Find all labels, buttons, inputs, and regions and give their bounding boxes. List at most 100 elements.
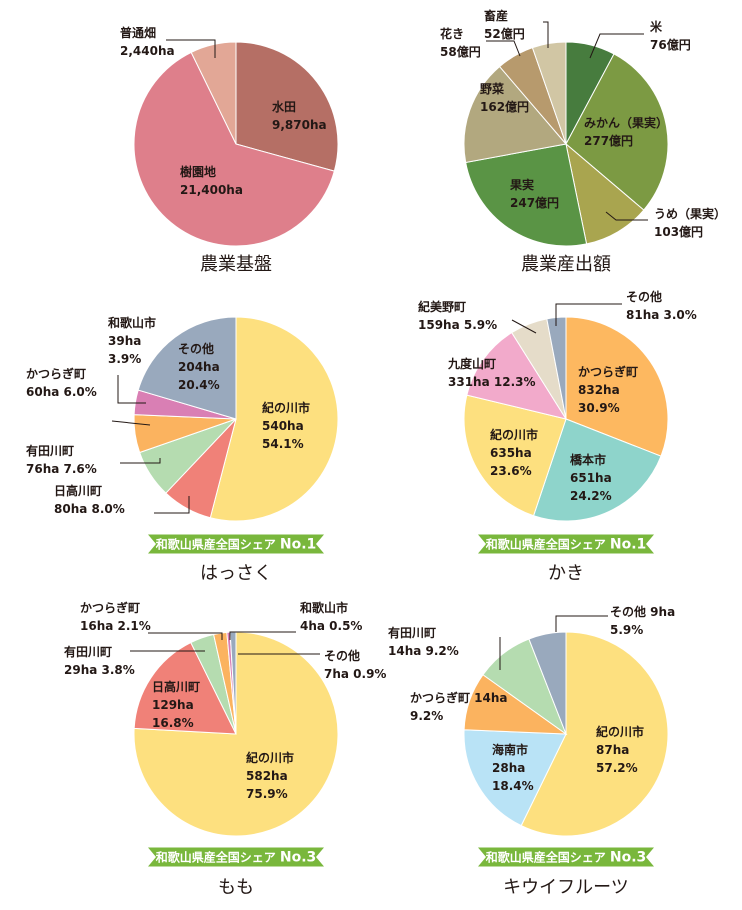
slice-label-line: 16ha 2.1% <box>80 619 151 633</box>
slice-label: 和歌山市 4ha 0.5% <box>299 600 362 633</box>
slice-label: その他 7ha 0.9% <box>324 648 386 681</box>
slice-label-line: 16.8% <box>152 716 194 730</box>
slice-label-line: 九度山町 <box>447 356 496 371</box>
slice-label-line: 52億円 <box>484 26 525 41</box>
slice-label-line: 103億円 <box>654 224 703 239</box>
pie-slice <box>235 41 339 172</box>
share-badge <box>148 534 324 554</box>
leader-line <box>589 33 644 59</box>
slice-label-line: うめ（果実） <box>654 206 726 221</box>
pie-chart-5: 紀の川市 582ha 75.9% 日高川町 129ha 16.8% 有田川町 29ha 3.8… <box>64 600 386 898</box>
pie-slice <box>209 316 339 522</box>
slice-label: 日高川町 80ha 8.0% <box>54 483 125 516</box>
slice-label: 紀の川市 635ha 23.6% <box>490 427 538 478</box>
slice-label: 水田 9,870ha <box>272 99 327 132</box>
share-badge-text: 和歌山県産全国シェア No.1 <box>485 537 647 553</box>
slice-label-line: 18.4% <box>492 779 534 793</box>
share-badge-rank: No.1 <box>610 537 646 553</box>
share-badge-rank: No.1 <box>280 537 316 553</box>
slice-label: 紀美野町 159ha 5.9% <box>418 299 497 332</box>
slice-label-line: 野菜 <box>480 81 504 96</box>
slice-label-line: 57.2% <box>596 761 638 775</box>
slice-label: 九度山町 331ha 12.3% <box>447 356 536 389</box>
slice-label-line: 花き <box>440 26 464 41</box>
leader-line <box>229 631 296 640</box>
slice-label-line: 60ha 6.0% <box>26 385 97 399</box>
slice-label: かつらぎ町 60ha 6.0% <box>26 366 97 399</box>
slice-label-line: 75.9% <box>246 787 288 801</box>
slice-label-line: かつらぎ町 <box>80 600 140 615</box>
share-badge-rank: No.3 <box>610 850 646 866</box>
slice-label-line: 247億円 <box>510 195 559 210</box>
slice-label-line: その他 <box>324 648 360 663</box>
slice-label-line: 米 <box>650 19 663 34</box>
slice-label-line: 日高川町 <box>152 679 200 694</box>
slice-label: 畜産 52億円 <box>484 8 525 41</box>
pie-slice <box>532 418 662 522</box>
slice-label: 樹園地 21,400ha <box>180 164 243 197</box>
slice-label-line: 橋本市 <box>570 452 606 467</box>
pie-slice <box>531 41 567 145</box>
slice-label-line: 162億円 <box>480 99 529 114</box>
slice-label-line: 紀の川市 <box>262 400 310 415</box>
slice-label: うめ（果実） 103億円 <box>654 206 726 239</box>
slice-label-line: 海南市 <box>492 742 528 757</box>
slice-label-line: 紀の川市 <box>246 750 294 765</box>
pie-chart-1: 水田 9,870ha 樹園地 21,400ha 普通畑 2,440ha 農業基盤 <box>120 25 339 275</box>
slice-label-line: 20.4% <box>178 378 220 392</box>
pie-slice <box>565 53 669 211</box>
slice-label-line: 23.6% <box>490 464 532 478</box>
slice-label-line: 5.9% <box>610 623 643 637</box>
slice-label: その他 81ha 3.0% <box>626 289 697 322</box>
slice-label-line: 9,870ha <box>272 118 327 132</box>
slice-label-line: 159ha 5.9% <box>418 318 497 332</box>
leader-line <box>543 21 549 48</box>
slice-label: 橋本市 651ha 24.2% <box>570 452 612 503</box>
pie-slice <box>465 143 588 247</box>
leader-line <box>148 632 223 640</box>
leader-line <box>166 39 216 58</box>
leader-line <box>117 375 146 404</box>
slice-label-line: みかん（果実） <box>584 115 668 130</box>
pie-slice <box>565 316 669 457</box>
slice-label-line: 果実 <box>509 177 534 192</box>
pie-slice <box>466 331 568 420</box>
slice-label-line: 和歌山市 <box>107 315 156 330</box>
slice-label-line: かつらぎ町 <box>26 366 86 381</box>
leader-line <box>154 496 190 514</box>
slice-label: みかん（果実） 277億円 <box>584 115 668 148</box>
slice-label-line: かつらぎ町 14ha <box>410 690 508 705</box>
slice-label-line: その他 <box>178 341 214 356</box>
slice-label-line: 3.9% <box>108 352 141 366</box>
slice-label-line: 54.1% <box>262 437 304 451</box>
leader-line <box>486 40 521 57</box>
chart-title: 農業産出額 <box>521 254 611 275</box>
pie-slice <box>133 51 335 247</box>
share-badge <box>478 534 654 554</box>
leader-line <box>605 211 648 221</box>
pie-slice <box>463 729 567 827</box>
slice-label-line: 紀美野町 <box>418 299 466 314</box>
slice-label-line: 28ha <box>492 761 525 775</box>
share-badge-prefix: 和歌山県産全国シェア <box>155 850 280 865</box>
share-badge-prefix: 和歌山県産全国シェア <box>485 850 610 865</box>
slice-label: 日高川町 129ha 16.8% <box>152 679 200 730</box>
slice-label-line: 129ha <box>152 698 194 712</box>
slice-label-line: 76億円 <box>650 37 691 52</box>
slice-label: 紀の川市 87ha 57.2% <box>596 724 644 775</box>
slice-label: 紀の川市 540ha 54.1% <box>262 400 310 451</box>
slice-label-line: 635ha <box>490 446 532 460</box>
leader-line <box>511 319 537 334</box>
leader-line <box>111 420 151 426</box>
slice-label-line: その他 <box>626 289 662 304</box>
chart-title: キウイフルーツ <box>503 877 629 898</box>
slice-label-line: 紀の川市 <box>490 427 538 442</box>
chart-title: 農業基盤 <box>200 254 272 275</box>
slice-label-line: 582ha <box>246 769 288 783</box>
slice-label: かつらぎ町 16ha 2.1% <box>80 600 151 633</box>
slice-label-line: 651ha <box>570 471 612 485</box>
slice-label-line: 39ha <box>108 334 141 348</box>
pie-chart-4: かつらぎ町 832ha 30.9% 橋本市 651ha 24.2% 紀の川市 635ha 23.… <box>418 289 697 584</box>
leader-line <box>555 615 608 632</box>
slice-label-line: 832ha <box>578 383 620 397</box>
